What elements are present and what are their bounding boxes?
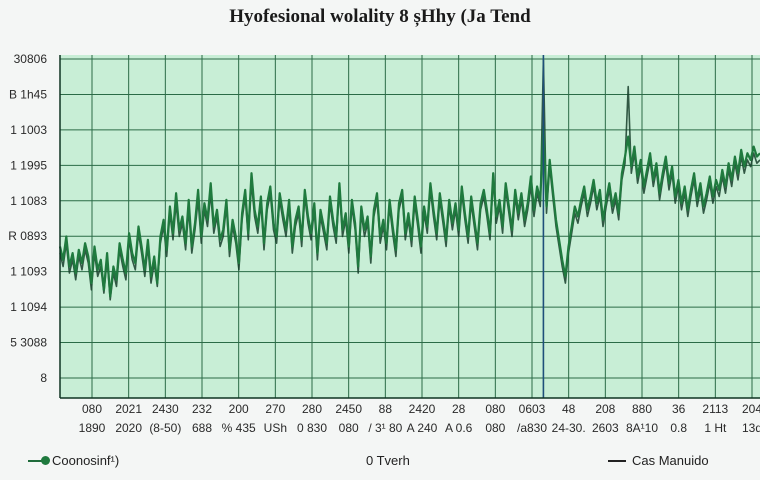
x-tick-label: 36 xyxy=(672,402,686,416)
x-tick-label: 88 xyxy=(379,402,393,416)
x-tick-label-secondary: USh xyxy=(264,421,287,435)
legend-line-icon xyxy=(608,459,626,462)
legend-label-center: 0 Tverh xyxy=(366,453,410,468)
series-line-main xyxy=(58,125,760,298)
x-tick-label-secondary: A 240 xyxy=(407,421,438,435)
x-tick-label-secondary: 24-30. xyxy=(552,421,586,435)
y-tick-label: 1 1003 xyxy=(10,123,47,137)
x-tick-label: 080 xyxy=(485,402,505,416)
x-tick-label: 232 xyxy=(192,402,212,416)
x-tick-label-secondary: 2020 xyxy=(115,421,142,435)
legend-label-right: Cas Manuido xyxy=(632,453,709,468)
x-tick-label-secondary: 2603 xyxy=(592,421,619,435)
x-tick-label: 2430 xyxy=(152,402,179,416)
y-tick-label: 8 xyxy=(40,371,47,385)
x-tick-label: 280 xyxy=(302,402,322,416)
x-tick-label: 28 xyxy=(452,402,466,416)
legend-item-center: 0 Tverh xyxy=(366,453,410,468)
chart-title: Hyofesional wolality 8 șHhy (Ja Tend xyxy=(229,6,531,27)
x-tick-label-secondary: 13d xyxy=(742,421,760,435)
x-tick-label-secondary: 080 xyxy=(485,421,505,435)
x-tick-label: 0603 xyxy=(519,402,546,416)
x-tick-label: 880 xyxy=(632,402,652,416)
x-tick-label: 2450 xyxy=(335,402,362,416)
x-tick-label: 208 xyxy=(595,402,615,416)
x-tick-label-secondary: / 3¹ 80 xyxy=(368,421,402,435)
x-tick-label-secondary: 1890 xyxy=(79,421,106,435)
y-tick-label: 1 1083 xyxy=(10,194,47,208)
x-tick-label: 270 xyxy=(265,402,285,416)
x-tick-label: 48 xyxy=(562,402,576,416)
x-tick-label-secondary: % 435 xyxy=(222,421,256,435)
x-tick-label-secondary: /a830 xyxy=(517,421,547,435)
legend-label-left: Coonosinf¹) xyxy=(52,453,120,468)
x-tick-label-secondary: (8-50) xyxy=(149,421,181,435)
x-tick-label-secondary: 080 xyxy=(339,421,359,435)
x-tick-label-secondary: 0.8 xyxy=(670,421,687,435)
y-tick-label: R 0893 xyxy=(8,229,47,243)
y-axis-ticks: 30806 B 1h45 1 1003 1 1995 1 1083 R 0893 1 109… xyxy=(8,52,47,385)
y-tick-label: 30806 xyxy=(14,52,48,66)
x-tick-label: 2021 xyxy=(115,402,142,416)
legend-marker-icon xyxy=(28,455,50,465)
legend-item-right: Cas Manuido xyxy=(608,453,709,468)
x-tick-label-secondary: A 0.6 xyxy=(445,421,473,435)
x-tick-label-secondary: 8A¹10 xyxy=(626,421,658,435)
x-tick-label-secondary: 688 xyxy=(192,421,212,435)
x-tick-label-secondary: 0 830 xyxy=(297,421,327,435)
x-tick-label: 2420 xyxy=(409,402,436,416)
y-tick-label: 1 1094 xyxy=(10,300,47,314)
x-tick-label: 200 xyxy=(229,402,249,416)
x-tick-label-secondary: 1 Ht xyxy=(704,421,727,435)
x-tick-label: 080 xyxy=(82,402,102,416)
x-axis-ticks: 080 1890 2021 2020 2430 (8-50) 232 688 200 % 435 2… xyxy=(79,402,760,435)
y-tick-label: 1 1093 xyxy=(10,265,47,279)
series-layer xyxy=(58,55,760,398)
x-tick-label: 204 xyxy=(742,402,760,416)
y-tick-label: B 1h45 xyxy=(9,87,47,101)
y-tick-label: 1 1995 xyxy=(10,158,47,172)
legend-item-left: Coonosinf¹) xyxy=(28,453,119,468)
y-tick-label: 5 3088 xyxy=(10,336,47,350)
x-tick-label: 2113 xyxy=(702,402,728,416)
